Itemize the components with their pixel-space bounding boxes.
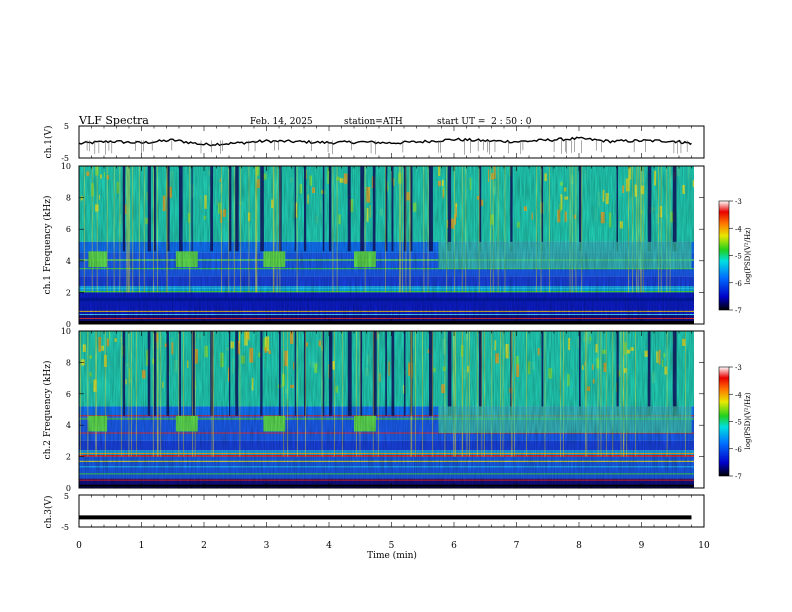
- x-axis-label: Time (min): [367, 550, 417, 561]
- colorbar-ch2-ticks: -3 -4 -5 -6 -7: [729, 364, 742, 481]
- figure-title: VLF Spectra: [78, 114, 149, 127]
- y-tick-label: 2: [66, 453, 71, 462]
- spec-blank-tail: [694, 166, 704, 324]
- colorbar-tick-label: -7: [735, 473, 742, 481]
- x-tick-label: 7: [514, 541, 520, 551]
- colorbar-ch1-label: log(PSD)(V²/Hz): [744, 227, 752, 284]
- y-tick-label: 10: [61, 162, 71, 171]
- ch1-series-line: [78, 136, 692, 147]
- y-tick-label: 2: [66, 288, 71, 297]
- ch2-spectrogram-panel: 0 2 4 6 8 10 ch.2 Frequency (kHz): [42, 327, 705, 493]
- y-tick-label: 0: [66, 320, 71, 329]
- x-tick-label: 3: [264, 541, 270, 551]
- ch2-spec-ytick-labels: 0 2 4 6 8 10: [61, 327, 704, 493]
- start-ut-label: start UT = 2 : 50 : 0: [437, 117, 532, 127]
- ch3-ylabel: ch.3(V): [43, 496, 54, 529]
- ch1-x-ticks: [78, 126, 705, 158]
- date-label: Feb. 14, 2025: [250, 117, 313, 127]
- x-tick-label: 4: [326, 541, 332, 551]
- ch1-spec-ticks: [78, 166, 705, 324]
- colorbar-tick-label: -3: [735, 364, 742, 372]
- y-tick-label: 6: [66, 225, 71, 234]
- y-tick-label: 8: [66, 194, 71, 203]
- ch1-waveform-panel: 5 -5 ch.1(V): [43, 122, 705, 163]
- ch3-ytick-top: 5: [64, 492, 69, 501]
- y-tick-label: 0: [66, 484, 71, 493]
- colorbar-ch1: -3 -4 -5 -6 -7 log(PSD)(V²/Hz): [718, 198, 752, 315]
- ch2-spec-ticks: [78, 331, 705, 488]
- colorbar-tick-label: -4: [735, 391, 742, 399]
- colorbar-tick-label: -7: [735, 307, 742, 315]
- x-tick-label: 10: [698, 541, 710, 551]
- ch1-spec-ylabel: ch.1 Frequency (kHz): [42, 196, 53, 295]
- x-tick-label: 1: [139, 541, 145, 551]
- colorbar-ch1-scale: [718, 200, 730, 311]
- ch3-waveform-panel: 5 -5 ch.3(V) 0 1 2 3 4 5 6 7 8 9 10 Time (min): [43, 492, 710, 561]
- colorbar-ch2-label: log(PSD)(V²/Hz): [744, 392, 752, 449]
- x-tick-label: 9: [639, 541, 645, 551]
- ch3-ytick-bottom: -5: [61, 523, 69, 532]
- y-tick-label: 4: [66, 257, 71, 266]
- colorbar-tick-label: -6: [735, 280, 742, 288]
- ch1-ylabel: ch.1(V): [43, 126, 54, 159]
- ch2-spec-noise: [79, 331, 694, 488]
- colorbar-ch2: -3 -4 -5 -6 -7 log(PSD)(V²/Hz): [718, 364, 752, 481]
- spec-blank-tail: [694, 331, 704, 488]
- ch1-spectrogram-panel: 0 2 4 6 8 10 ch.1 Frequency (kHz): [42, 162, 705, 329]
- x-tick-label: 8: [576, 541, 582, 551]
- ch1-ytick-top: 5: [64, 122, 69, 131]
- colorbar-tick-label: -3: [735, 198, 742, 206]
- colorbar-ch2-scale: [718, 366, 730, 477]
- ch1-spec-ytick-labels: 0 2 4 6 8 10: [61, 162, 704, 329]
- y-tick-label: 6: [66, 390, 71, 399]
- x-tick-label: 5: [389, 541, 395, 551]
- y-tick-label: 8: [66, 358, 71, 367]
- colorbar-tick-label: -5: [735, 253, 742, 261]
- colorbar-tick-label: -4: [735, 225, 742, 233]
- ch1-spec-noise: [79, 166, 694, 324]
- y-tick-label: 4: [66, 421, 71, 430]
- x-tick-label: 6: [451, 541, 457, 551]
- colorbar-ch1-ticks: -3 -4 -5 -6 -7: [729, 198, 742, 315]
- x-tick-label: 2: [201, 541, 207, 551]
- ch2-spec-ylabel: ch.2 Frequency (kHz): [42, 361, 53, 460]
- station-label: station=ATH: [344, 117, 403, 127]
- ch1-spikes: [86, 140, 688, 155]
- x-tick-labels: 0 1 2 3 4 5 6 7 8 9 10: [76, 541, 710, 551]
- ch3-x-ticks: [78, 495, 705, 527]
- y-tick-label: 10: [61, 327, 71, 336]
- ch1-ytick-bottom: -5: [61, 154, 69, 163]
- x-tick-label: 0: [76, 541, 82, 551]
- colorbar-tick-label: -6: [735, 446, 742, 454]
- colorbar-tick-label: -5: [735, 419, 742, 427]
